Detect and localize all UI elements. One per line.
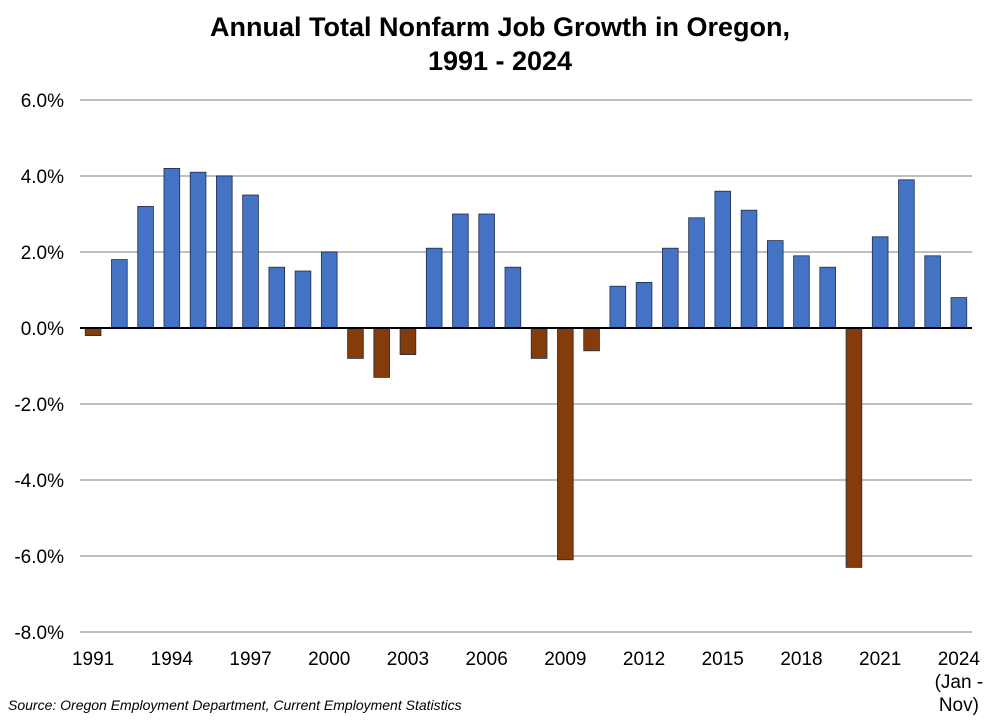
bar-1992 (111, 259, 128, 329)
x-tick-label: 2009 (544, 649, 586, 670)
bar-2024 (950, 297, 968, 329)
bar-1996 (216, 175, 233, 329)
x-tick-label: 2006 (466, 649, 508, 670)
bar-2008 (530, 327, 548, 359)
bar-2003 (399, 327, 417, 356)
bar-2019 (819, 266, 836, 329)
bar-2010 (583, 327, 600, 352)
x-tick-label: 2015 (702, 649, 744, 670)
y-tick-label: -8.0% (14, 623, 64, 644)
bar-1999 (294, 270, 312, 329)
bar-2017 (766, 240, 784, 329)
y-tick-label: 4.0% (21, 167, 64, 188)
source-note: Source: Oregon Employment Department, Cu… (8, 697, 462, 713)
x-tick-label: 1997 (229, 649, 271, 670)
bar-2021 (871, 236, 889, 329)
y-tick-label: 0.0% (21, 319, 64, 340)
y-tick-label: -6.0% (14, 547, 64, 568)
x-tick-label: 1991 (72, 649, 114, 670)
x-tick-label: 2012 (623, 649, 665, 670)
bar-2011 (609, 285, 627, 329)
x-tick-label: 2018 (780, 649, 822, 670)
chart-title-line1: Annual Total Nonfarm Job Growth in Orego… (210, 12, 790, 42)
bar-1991 (84, 327, 102, 336)
bar-1993 (137, 205, 154, 329)
x-tick-label: 2021 (859, 649, 901, 670)
y-tick-label: 6.0% (21, 91, 64, 112)
bar-2006 (478, 213, 495, 329)
bar-1994 (163, 167, 181, 329)
x-tick-label: 2024 (938, 649, 981, 670)
bar-2005 (452, 213, 469, 329)
bar-2023 (924, 255, 941, 329)
bar-2013 (662, 247, 679, 329)
y-tick-label: -2.0% (14, 395, 64, 416)
x-tick-label-note-line1: (Jan - (935, 672, 984, 693)
bar-2016 (740, 209, 758, 329)
bar-2007 (504, 266, 522, 329)
x-tick-label-note-line2: Nov) (939, 695, 979, 716)
bar-1995 (189, 171, 207, 329)
bar-2000 (320, 251, 338, 329)
bar-2002 (373, 327, 390, 378)
y-tick-labels: 6.0% 4.0% 2.0% 0.0% -2.0% -4.0% -6.0% -8.0% (14, 91, 64, 644)
x-tick-labels: 1991 1994 1997 2000 2003 2006 2009 2012 2015 2018… (72, 649, 983, 716)
bar-2022 (898, 179, 915, 329)
y-tick-label: -4.0% (14, 471, 64, 492)
bar-2014 (688, 217, 705, 329)
x-tick-label: 2000 (308, 649, 350, 670)
gridlines (80, 99, 972, 633)
bar-2018 (793, 255, 810, 329)
bars (84, 167, 968, 568)
bar-1997 (242, 194, 259, 329)
chart-title: Annual Total Nonfarm Job Growth in Orego… (0, 10, 1000, 78)
bar-2015 (714, 190, 732, 329)
y-tick-label: 2.0% (21, 243, 64, 264)
bar-2012 (635, 281, 653, 329)
x-tick-label: 1994 (151, 649, 194, 670)
bar-2004 (425, 247, 443, 329)
bar-1998 (268, 266, 286, 329)
bar-2001 (347, 327, 364, 359)
chart-title-line2: 1991 - 2024 (427, 46, 573, 76)
bar-2020 (845, 327, 863, 568)
bar-2009 (557, 327, 574, 561)
x-tick-label: 2003 (387, 649, 429, 670)
